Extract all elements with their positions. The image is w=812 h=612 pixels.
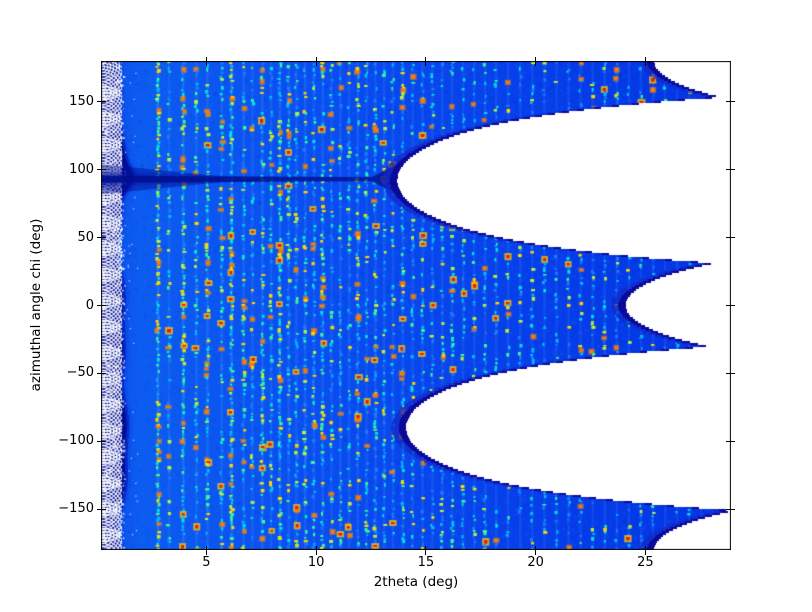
- axis-tick: [726, 305, 735, 306]
- axis-tick: [315, 57, 317, 66]
- axis-tick: [97, 372, 106, 374]
- axis-tick: [726, 169, 735, 171]
- axis-tick: [726, 237, 735, 239]
- axis-tick: [97, 440, 106, 442]
- plot-canvas: [101, 61, 731, 550]
- x-tick-label: 10: [307, 555, 325, 570]
- y-tick-label: 50: [77, 229, 94, 245]
- x-axis-label: 2theta (deg): [373, 574, 459, 590]
- plot-area: [101, 61, 731, 550]
- axis-tick: [315, 546, 317, 555]
- axis-tick: [644, 546, 646, 555]
- axis-tick: [535, 57, 537, 66]
- axis-tick: [97, 508, 106, 510]
- y-tick-label: −50: [66, 365, 94, 381]
- axis-tick: [535, 546, 537, 555]
- axis-tick: [425, 546, 427, 555]
- axis-tick: [726, 440, 735, 442]
- y-tick-label: −150: [58, 501, 94, 517]
- y-tick-label: 0: [85, 297, 94, 313]
- y-tick-label: 100: [69, 161, 94, 177]
- axis-tick: [205, 57, 207, 66]
- axis-tick: [205, 546, 207, 555]
- x-tick-label: 25: [637, 555, 654, 570]
- axis-tick: [97, 305, 106, 306]
- x-tick-label: 15: [417, 555, 435, 570]
- x-tick-label: 5: [202, 555, 211, 570]
- y-tick-label: −100: [58, 433, 94, 449]
- axis-tick: [644, 57, 646, 66]
- axis-tick: [726, 372, 735, 374]
- y-axis-label: azimuthal angle chi (deg): [28, 218, 44, 392]
- x-tick-label: 20: [527, 555, 544, 570]
- axis-tick: [726, 101, 735, 103]
- axis-tick: [97, 237, 106, 239]
- axis-tick: [726, 508, 735, 510]
- axis-tick: [97, 101, 106, 103]
- axis-tick: [425, 57, 427, 66]
- y-tick-label: 150: [69, 93, 94, 109]
- axis-tick: [97, 169, 106, 171]
